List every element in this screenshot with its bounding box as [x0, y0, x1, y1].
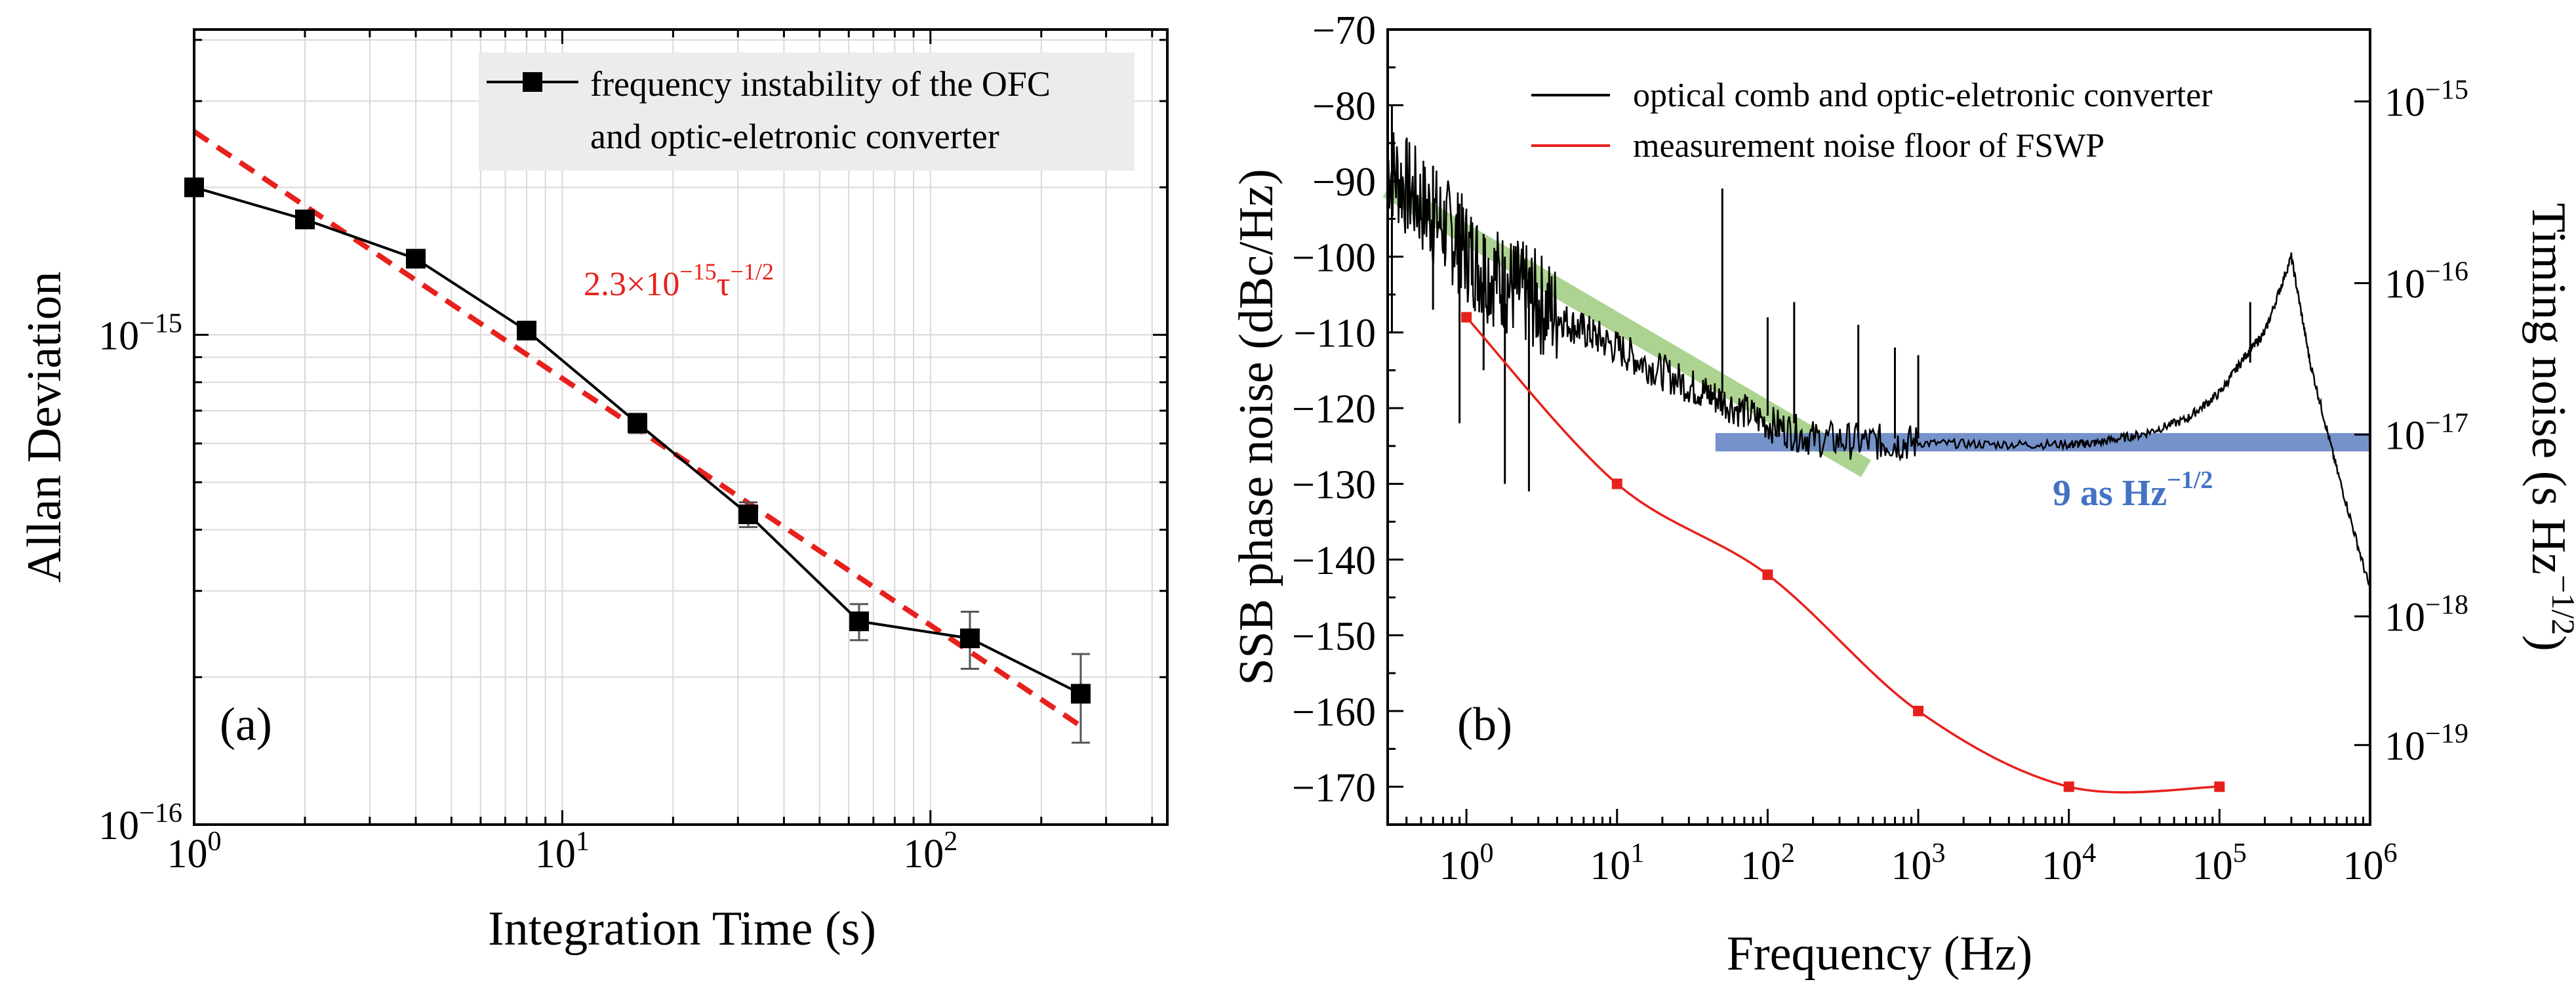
panel-b-y-tick-label: −160 [1292, 690, 1376, 735]
panel-b-y-tick-label: −140 [1292, 539, 1376, 583]
panel-a-data-point [516, 320, 536, 340]
panel-a-frame [193, 28, 1169, 826]
panel-b-right-tick-label: 10−19 [2385, 718, 2468, 769]
panel-b-y-tick-label: −130 [1292, 463, 1376, 508]
panel-b-series [1386, 105, 2371, 794]
panel-b-x-tick-label: 105 [2192, 838, 2247, 888]
panel-b-y-tick-label: −90 [1312, 160, 1376, 205]
panel-a-legend-box [479, 52, 1135, 171]
panel-b-y-tick-label: −70 [1312, 9, 1376, 53]
panel-b-y-tick-label: −80 [1312, 84, 1376, 129]
panel-b-y-tick-label: −120 [1292, 387, 1376, 432]
panel-b-red-point [2063, 781, 2074, 792]
panel-b-red-point [1762, 569, 1773, 581]
panel-a-data-point [738, 504, 758, 525]
panel-b-legend: optical comb and optic-eletronic convert… [1531, 77, 2213, 165]
panel-a-legend-marker [523, 72, 542, 92]
panel-b-x-tick-label: 103 [1891, 838, 1946, 888]
panel-b-y-tick-label: −100 [1292, 236, 1376, 280]
panel-a-allan-deviation-chart: 100 101 102 10−16 10−15 Integration Time (s)… [18, 28, 1169, 956]
panel-b-y-axis-label: SSB phase noise (dBc/Hz) [1230, 169, 1283, 685]
panel-a-legend-line1: frequency instability of the OFC [590, 64, 1051, 104]
panel-b-red-point [1913, 705, 1924, 716]
panel-b-x-tick-label: 102 [1741, 838, 1795, 888]
panel-a-data-point [405, 249, 426, 269]
panel-b-legend-text-red: measurement noise floor of FSWP [1633, 127, 2104, 165]
panel-a-x-axis-label: Integration Time (s) [488, 902, 876, 956]
panel-b-x-tick-label: 101 [1590, 838, 1644, 888]
panel-b-right-label-exp: −1/2 [2545, 575, 2576, 635]
panel-a-x-tick-label: 100 [167, 826, 221, 876]
panel-b-frame [1386, 28, 2371, 826]
panel-a-data-point [849, 611, 869, 632]
panel-a-y-axis-label: Allan Deviation [18, 272, 71, 583]
panel-a-fit-exp1: −15 [679, 258, 716, 285]
panel-b-right-label-main: Timing noise (s Hz [2522, 203, 2575, 575]
panel-a-ticks: 100 101 102 10−16 10−15 [98, 30, 1167, 876]
panel-b-right-tick-label: 10−16 [2385, 256, 2468, 307]
panel-a-fit-base: 2.3×10 [584, 266, 679, 303]
panel-b-label: (b) [1457, 698, 1512, 750]
panel-a-data-point [1070, 684, 1091, 704]
panel-b-right-tick-label: 10−15 [2385, 75, 2468, 125]
panel-a-label: (a) [220, 698, 272, 750]
panel-b-y-tick-label: −170 [1292, 766, 1376, 810]
panel-a-fit-exp2: −1/2 [731, 258, 774, 285]
panel-a-series [184, 129, 1091, 744]
panel-b-floor-annotation: 9 as Hz−1/2 [2053, 466, 2213, 514]
panel-b-right-tick-label: 10−18 [2385, 590, 2468, 640]
panel-b-ticks: 100 101 102 103 104 105 106 −70 −80 −90 −100 −110 −1… [1292, 9, 2468, 888]
panel-b-red-point [2214, 781, 2225, 792]
panel-a-x-tick-label: 101 [535, 826, 590, 876]
panel-b-x-tick-label: 106 [2343, 838, 2397, 888]
panel-b-right-tick-label: 10−17 [2385, 408, 2468, 459]
panel-b-x-axis-label: Frequency (Hz) [1727, 927, 2032, 981]
panel-a-fit-tau: τ [717, 266, 731, 303]
panel-b-floor-main: 9 as Hz [2053, 473, 2167, 514]
panel-a-legend: frequency instability of the OFC and opt… [479, 52, 1135, 171]
panel-b-phase-noise-chart: 100 101 102 103 104 105 106 −70 −80 −90 −100 −110 −1… [1230, 9, 2576, 981]
panel-b-black-trace [1386, 132, 2371, 590]
panel-a-fit-annotation: 2.3×10−15τ−1/2 [584, 258, 774, 303]
panel-b-y-tick-label: −110 [1293, 312, 1376, 356]
panel-a-data-line [193, 186, 1081, 695]
panel-b-red-point [1461, 312, 1472, 323]
panel-b-floor-exp: −1/2 [2167, 466, 2213, 494]
panel-b-red-point [1611, 478, 1622, 489]
panel-a-data-point [627, 413, 647, 434]
panel-a-x-tick-label: 102 [903, 826, 957, 876]
panel-b-right-axis-label: Timing noise (s Hz−1/2) [2522, 203, 2576, 651]
panel-b-x-tick-label: 104 [2042, 838, 2096, 888]
panel-a-data-point [959, 628, 980, 649]
panel-b-x-tick-label: 100 [1439, 838, 1494, 888]
panel-b-red-curve [1465, 316, 2220, 794]
panel-a-data-point [294, 209, 315, 230]
panel-a-y-tick-label: 10−16 [98, 798, 182, 848]
panel-a-y-tick-label: 10−15 [98, 308, 182, 358]
panel-b-y-tick-label: −150 [1292, 614, 1376, 659]
panel-b-right-label-close: ) [2522, 635, 2575, 651]
panel-a-legend-line2: and optic-eletronic converter [590, 117, 999, 156]
panel-b-legend-text-black: optical comb and optic-eletronic convert… [1633, 77, 2213, 114]
